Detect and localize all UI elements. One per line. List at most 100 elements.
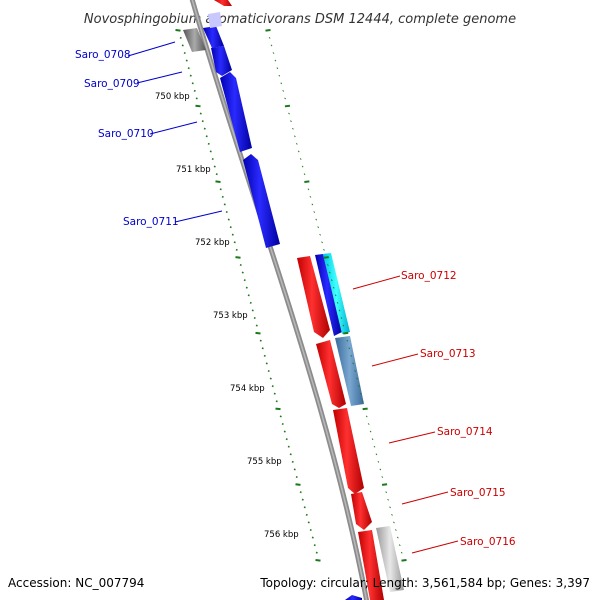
scale-tick-minor — [369, 430, 372, 433]
gene-saro-0709 — [211, 46, 232, 76]
scale-tick-minor — [389, 506, 391, 509]
scale-tick-minor — [295, 142, 298, 145]
gene-saro-0713-steel — [335, 336, 364, 406]
scale-tick-minor — [387, 498, 389, 501]
gene-label-saro-0715[interactable]: Saro_0715 — [450, 487, 506, 499]
scale-tick-minor — [235, 248, 238, 251]
gene-label-saro-0708[interactable]: Saro_0708 — [75, 49, 131, 61]
scale-tick-minor — [281, 422, 284, 426]
scale-tick-minor — [183, 51, 186, 55]
gene-saro-0708-dark — [183, 28, 206, 52]
scale-tick-minor — [272, 52, 275, 54]
scale-tick-minor — [215, 173, 218, 176]
scale-tick-major — [315, 559, 321, 562]
scale-tick-minor — [287, 445, 290, 448]
leader-saro-0711 — [174, 210, 223, 223]
scale-tick-minor — [265, 362, 268, 365]
scale-tick-minor — [291, 460, 294, 463]
gene-label-saro-0712[interactable]: Saro_0712 — [401, 270, 457, 282]
leader-saro-0714 — [388, 431, 436, 444]
gene-saro-0713 — [316, 340, 346, 408]
scale-tick-minor — [346, 339, 349, 342]
scale-tick-major — [295, 483, 301, 486]
scale-tick-minor — [213, 165, 216, 168]
scale-tick-minor — [207, 142, 210, 145]
scale-tick-minor — [301, 165, 304, 168]
scale-tick-minor — [249, 301, 252, 304]
genome-backbone-highlight — [191, 0, 368, 600]
scale-tick-minor — [400, 551, 403, 554]
scale-tick-major — [304, 180, 310, 184]
scale-tick-minor — [219, 188, 222, 191]
scale-tick-minor — [274, 59, 277, 62]
leader-saro-0710 — [149, 121, 198, 135]
scale-tick-minor — [361, 400, 364, 403]
scale-tick-minor — [379, 468, 382, 471]
scale-tick-minor — [328, 271, 331, 274]
scale-tick-minor — [367, 423, 370, 425]
scale-tick-minor — [209, 150, 212, 153]
scale-tick-major — [215, 180, 221, 184]
scale-tick-major — [195, 104, 201, 108]
scale-tick-minor — [293, 468, 296, 471]
scale-tick-major — [323, 256, 329, 259]
scale-tick-major — [235, 256, 241, 259]
scale-tick-minor — [330, 279, 333, 282]
gene-label-saro-0711[interactable]: Saro_0711 — [123, 216, 179, 228]
scale-tick-major — [275, 407, 281, 411]
scale-tick-minor — [309, 528, 312, 532]
scale-tick-minor — [239, 263, 242, 267]
gene-label-saro-0716[interactable]: Saro_0716 — [460, 536, 516, 548]
gene-saro-0708-light — [208, 12, 222, 28]
scale-tick-minor — [203, 127, 206, 130]
scale-tick-minor — [280, 82, 283, 85]
gene-label-saro-0710[interactable]: Saro_0710 — [98, 128, 154, 140]
scale-tick-minor — [311, 203, 314, 206]
scale-tick-minor — [303, 506, 306, 509]
scale-tick-minor — [279, 415, 282, 418]
scale-tick-minor — [327, 264, 329, 266]
scale-tick-minor — [311, 536, 314, 539]
scale-tick-minor — [187, 67, 190, 70]
scale-ticks — [175, 29, 407, 562]
scale-tick-major — [265, 29, 271, 32]
scale-tick-major — [343, 331, 349, 335]
scale-tick-minor — [290, 120, 292, 123]
scale-tick-minor — [288, 112, 290, 115]
kbp-label-756: 756 kbp — [264, 530, 299, 540]
scale-tick-minor — [185, 59, 188, 62]
scale-tick-minor — [193, 89, 196, 92]
scale-tick-major — [284, 104, 291, 108]
scale-tick-minor — [241, 271, 244, 274]
gene-saro-0712-red — [297, 256, 330, 338]
gene-saro-0716 — [358, 530, 384, 600]
scale-tick-minor — [340, 317, 343, 319]
scale-tick-minor — [255, 324, 258, 327]
gene-label-saro-0713[interactable]: Saro_0713 — [420, 348, 476, 360]
scale-tick-minor — [282, 89, 285, 92]
scale-tick-minor — [398, 544, 401, 547]
scale-tick-minor — [354, 370, 356, 372]
scale-tick-minor — [338, 309, 341, 312]
scale-tick-minor — [375, 453, 378, 456]
scale-tick-minor — [223, 203, 226, 206]
scale-tick-minor — [263, 354, 266, 357]
gene-label-saro-0714[interactable]: Saro_0714 — [437, 426, 493, 438]
scale-tick-minor — [253, 316, 256, 320]
scale-tick-minor — [283, 430, 286, 433]
scale-tick-minor — [385, 491, 388, 494]
scale-tick-minor — [309, 195, 312, 198]
gene-label-saro-0709[interactable]: Saro_0709 — [84, 78, 140, 90]
scale-tick-minor — [292, 127, 294, 130]
scale-tick-minor — [243, 279, 246, 282]
scale-tick-minor — [332, 286, 335, 289]
scale-tick-minor — [221, 195, 224, 198]
scale-tick-major — [381, 483, 388, 486]
gene-saro-0712-blue — [315, 254, 342, 336]
scale-tick-minor — [181, 44, 184, 47]
gene-saro-0714 — [333, 408, 364, 494]
scale-tick-minor — [284, 97, 287, 100]
scale-tick-minor — [233, 241, 236, 244]
scale-tick-minor — [271, 385, 274, 388]
